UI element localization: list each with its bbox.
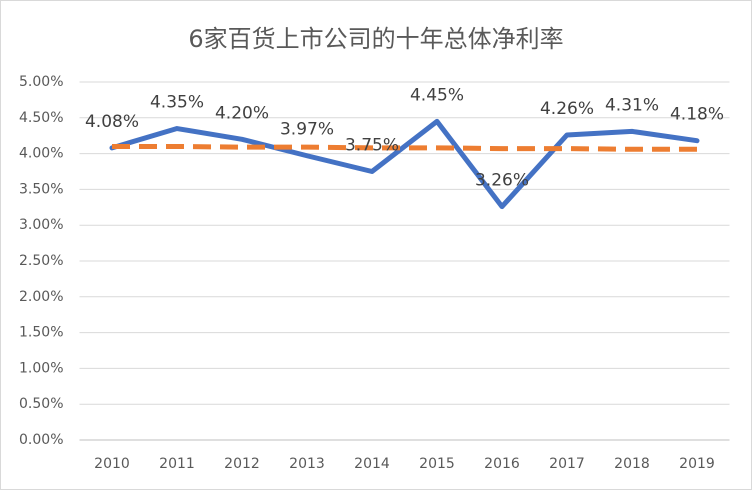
y-tick-label: 2.00%: [19, 289, 63, 305]
y-tick-label: 4.00%: [19, 146, 63, 162]
data-label: 4.08%: [85, 112, 139, 132]
data-label: 4.20%: [215, 103, 269, 123]
series-line: [109, 118, 700, 210]
y-tick-label: 2.50%: [19, 253, 63, 269]
data-label: 4.18%: [670, 105, 724, 125]
data-label: 3.26%: [475, 171, 529, 191]
data-label: 3.97%: [280, 120, 334, 140]
data-label: 4.26%: [540, 99, 594, 119]
x-tick-label: 2018: [614, 456, 650, 472]
x-tick-label: 2019: [679, 456, 715, 472]
y-tick-label: 0.50%: [19, 396, 63, 412]
x-tick-label: 2012: [224, 456, 260, 472]
data-label: 4.31%: [605, 95, 659, 115]
x-tick-label: 2017: [549, 456, 585, 472]
chart-title: 6家百货上市公司的十年总体净利率: [188, 25, 563, 53]
y-tick-label: 4.50%: [19, 110, 63, 126]
x-tick-label: 2013: [289, 456, 325, 472]
y-tick-label: 1.50%: [19, 325, 63, 341]
x-tick-label: 2015: [419, 456, 455, 472]
x-tick-label: 2010: [94, 456, 130, 472]
y-tick-label: 3.50%: [19, 181, 63, 197]
y-tick-label: 3.00%: [19, 217, 63, 233]
x-tick-label: 2014: [354, 456, 390, 472]
y-tick-label: 0.00%: [19, 432, 63, 448]
data-label: 4.35%: [150, 93, 204, 113]
data-label: 3.75%: [345, 136, 399, 156]
x-tick-label: 2016: [484, 456, 520, 472]
trend-line: [112, 143, 697, 152]
x-tick-label: 2011: [159, 456, 195, 472]
y-tick-label: 1.00%: [19, 360, 63, 376]
y-tick-label: 5.00%: [19, 74, 63, 90]
data-label: 4.45%: [410, 85, 464, 105]
